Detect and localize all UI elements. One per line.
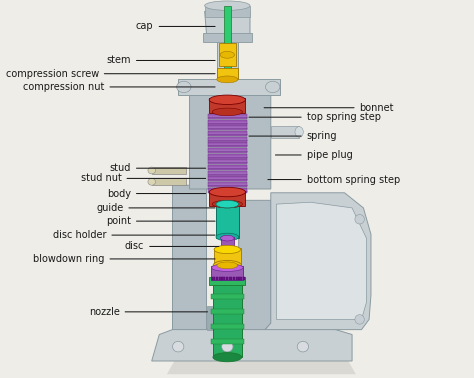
Polygon shape [178, 79, 280, 94]
Ellipse shape [217, 76, 238, 83]
Polygon shape [167, 361, 356, 374]
Text: blowdown ring: blowdown ring [33, 254, 215, 264]
Text: body: body [107, 189, 206, 198]
Bar [239, 277, 242, 280]
Ellipse shape [222, 341, 233, 352]
Ellipse shape [213, 353, 242, 362]
Ellipse shape [211, 264, 243, 271]
Bar [226, 277, 228, 280]
Polygon shape [208, 170, 247, 176]
Bar [212, 277, 215, 280]
Ellipse shape [355, 314, 365, 324]
Polygon shape [276, 202, 366, 319]
Ellipse shape [295, 127, 303, 137]
Text: spring: spring [249, 131, 337, 141]
Polygon shape [208, 153, 247, 159]
Bar [210, 339, 244, 344]
Text: top spring step: top spring step [249, 112, 381, 122]
Bar [152, 178, 186, 185]
Bar [219, 277, 222, 280]
Ellipse shape [216, 200, 239, 208]
Bar [219, 43, 236, 66]
Ellipse shape [216, 233, 239, 241]
Bar [217, 36, 238, 79]
Text: disc: disc [125, 242, 219, 251]
Ellipse shape [213, 275, 242, 284]
Bar [243, 277, 246, 280]
Polygon shape [208, 119, 247, 125]
Text: stud nut: stud nut [81, 174, 206, 183]
Ellipse shape [217, 262, 238, 269]
Ellipse shape [297, 341, 309, 352]
Text: compression nut: compression nut [23, 82, 215, 92]
Polygon shape [208, 125, 247, 130]
Bar [209, 98, 246, 113]
Text: point: point [106, 216, 215, 226]
Text: bottom spring step: bottom spring step [268, 175, 400, 184]
Bar [271, 126, 299, 138]
Text: nozzle: nozzle [89, 307, 208, 317]
Polygon shape [173, 185, 207, 330]
Bar [209, 191, 246, 206]
Polygon shape [208, 136, 247, 142]
Text: stem: stem [107, 56, 215, 65]
Bar [205, 6, 250, 17]
Text: guide: guide [96, 203, 215, 213]
Ellipse shape [213, 260, 241, 270]
Bar [210, 309, 244, 314]
Ellipse shape [209, 95, 246, 105]
Bar [220, 237, 234, 249]
Text: compression screw: compression screw [6, 69, 215, 79]
Polygon shape [190, 91, 271, 189]
Ellipse shape [355, 215, 365, 224]
Bar [213, 280, 242, 357]
Polygon shape [207, 306, 239, 330]
Bar [210, 324, 244, 329]
Bar [210, 294, 244, 299]
Text: disc holder: disc holder [53, 230, 215, 240]
Text: pipe plug: pipe plug [275, 150, 353, 160]
Ellipse shape [220, 51, 235, 58]
Bar [236, 277, 239, 280]
Bar [214, 248, 240, 266]
Polygon shape [208, 187, 247, 193]
Polygon shape [208, 182, 247, 187]
Ellipse shape [220, 235, 234, 241]
Bar [229, 277, 232, 280]
Text: bonnet: bonnet [264, 103, 394, 113]
Polygon shape [208, 142, 247, 147]
Bar [152, 167, 186, 174]
Ellipse shape [265, 81, 280, 93]
Polygon shape [208, 176, 247, 181]
Ellipse shape [212, 108, 242, 116]
Bar [203, 33, 252, 42]
Ellipse shape [209, 187, 246, 197]
Bar [224, 6, 231, 79]
Text: cap: cap [136, 22, 215, 31]
Polygon shape [208, 114, 247, 119]
Ellipse shape [148, 167, 155, 174]
Polygon shape [265, 193, 371, 330]
Polygon shape [208, 148, 247, 153]
Text: stud: stud [109, 163, 206, 173]
Bar [216, 202, 239, 238]
Ellipse shape [177, 81, 191, 93]
Bar [211, 266, 243, 280]
Polygon shape [208, 131, 247, 136]
Polygon shape [208, 165, 247, 170]
Ellipse shape [214, 245, 240, 254]
Bar [209, 277, 246, 285]
Bar [222, 277, 225, 280]
Bar [233, 277, 235, 280]
Ellipse shape [205, 1, 250, 11]
Ellipse shape [173, 341, 184, 352]
Polygon shape [152, 329, 352, 361]
Bar [216, 277, 218, 280]
Polygon shape [239, 200, 271, 330]
Bar [217, 68, 238, 79]
Ellipse shape [148, 178, 155, 185]
Polygon shape [208, 159, 247, 164]
Ellipse shape [212, 200, 242, 208]
Polygon shape [205, 11, 250, 38]
